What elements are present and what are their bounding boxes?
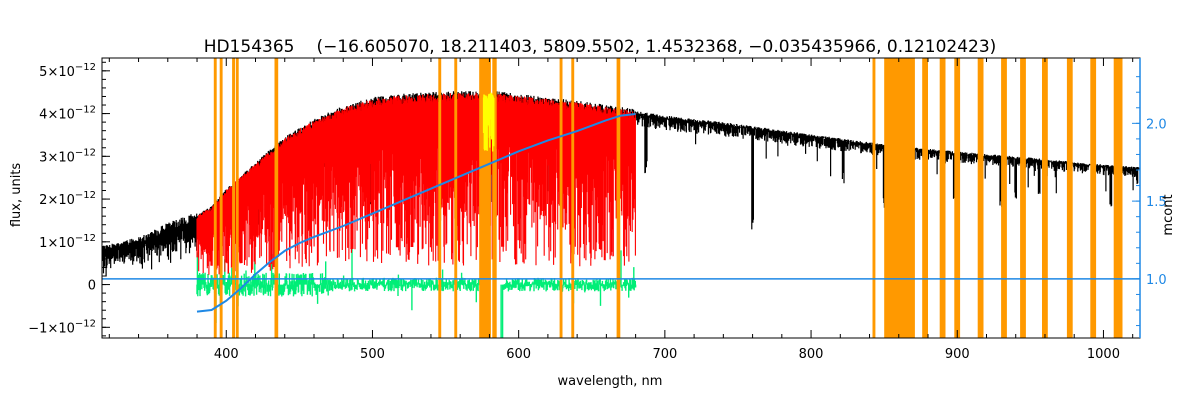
x-tick-label: 900 bbox=[945, 347, 970, 362]
mask-region bbox=[1066, 58, 1073, 338]
y-tick-label: 4×10−12 bbox=[39, 105, 96, 123]
mask-region bbox=[571, 58, 575, 338]
mask-region bbox=[274, 58, 279, 338]
y-axis-right: 1.0 1.5 2.0 bbox=[1132, 58, 1167, 338]
plot-content bbox=[102, 58, 1140, 338]
y-tick-label: −1×10−12 bbox=[28, 318, 96, 336]
mask-region bbox=[872, 58, 876, 338]
y-right-tick-label: 2.0 bbox=[1146, 117, 1167, 132]
y-tick-label: 2×10−12 bbox=[39, 190, 96, 208]
y-axis-right-label: mcont bbox=[1161, 194, 1176, 235]
mask-region bbox=[616, 58, 621, 338]
mask-region bbox=[219, 58, 223, 338]
mask-region bbox=[939, 58, 946, 338]
mask-region bbox=[438, 58, 442, 338]
plot-area bbox=[102, 58, 1140, 338]
mask-region bbox=[479, 58, 491, 338]
y-tick-label: 0 bbox=[88, 279, 96, 294]
y-axis-left: −1×10−12 0 1×10−12 2×10−12 3×10−12 4×10−12 5×1… bbox=[28, 61, 110, 337]
mask-region bbox=[1113, 58, 1123, 338]
y-tick-label: 5×10−12 bbox=[39, 62, 96, 80]
mask-region bbox=[977, 58, 984, 338]
mask-region bbox=[954, 58, 961, 338]
x-axis: 400 500 600 700 800 900 1000 bbox=[108, 58, 1134, 362]
mask-region bbox=[232, 58, 235, 338]
residual-series bbox=[196, 246, 637, 338]
model-series bbox=[196, 92, 636, 275]
x-tick-label: 700 bbox=[652, 347, 677, 362]
x-tick-label: 600 bbox=[506, 347, 531, 362]
mask-region bbox=[213, 58, 217, 338]
y-right-tick-label: 1.5 bbox=[1146, 195, 1167, 210]
x-tick-label: 500 bbox=[360, 347, 385, 362]
continuum-series bbox=[196, 113, 636, 313]
y-tick-label: 1×10−12 bbox=[39, 233, 96, 251]
y-axis-label: flux, units bbox=[9, 163, 24, 228]
mask-region bbox=[1042, 58, 1048, 338]
mask-region bbox=[492, 58, 497, 338]
y-tick-label: 3×10−12 bbox=[39, 147, 96, 165]
mask-region bbox=[235, 58, 239, 338]
mask-region bbox=[884, 58, 915, 338]
mask-region bbox=[559, 58, 563, 338]
x-tick-label: 1000 bbox=[1087, 347, 1120, 362]
mask-region bbox=[1090, 58, 1097, 338]
x-tick-label: 800 bbox=[799, 347, 824, 362]
mask-region bbox=[1001, 58, 1007, 338]
highlight-series bbox=[482, 92, 495, 152]
mask-region bbox=[1020, 58, 1026, 338]
y-right-tick-label: 1.0 bbox=[1146, 273, 1167, 288]
mask-region bbox=[922, 58, 928, 338]
chart-title: HD154365 (−16.605070, 18.211403, 5809.550… bbox=[204, 37, 997, 57]
x-axis-label: wavelength, nm bbox=[558, 374, 663, 389]
mask-region bbox=[454, 58, 458, 338]
x-tick-label: 400 bbox=[214, 347, 239, 362]
